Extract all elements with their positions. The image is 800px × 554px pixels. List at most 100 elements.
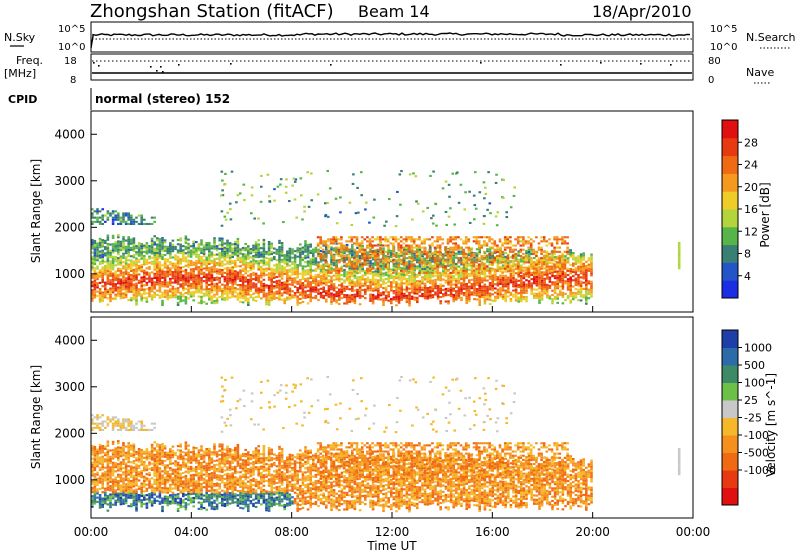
echo-cell [582, 296, 585, 299]
echo-cell [418, 261, 421, 264]
echo-cell [535, 292, 539, 295]
echo-cell [210, 285, 214, 288]
echo-cell [218, 264, 221, 267]
echo-cell [496, 244, 499, 247]
echo-cell [452, 279, 455, 282]
echo-cell [507, 276, 510, 279]
echo-cell [226, 256, 229, 259]
echo-cell [377, 281, 380, 284]
echo-cell [312, 282, 315, 285]
echo-cell [182, 251, 185, 254]
echo-cell [509, 242, 512, 245]
echo-cell [106, 238, 110, 241]
echo-cell [545, 269, 549, 272]
echo-cell [208, 254, 211, 257]
echo-cell [379, 242, 382, 245]
echo-cell [361, 274, 364, 277]
echo-cell [288, 293, 292, 296]
echo-cell [551, 281, 554, 284]
echo-cell [106, 218, 110, 221]
echo-cell [163, 281, 167, 284]
echo-cell [119, 259, 123, 262]
echo-cell [345, 277, 349, 280]
echo-cell [384, 271, 388, 274]
echo-cell [163, 260, 167, 263]
echo-cell [402, 257, 406, 260]
echo-cell [351, 256, 354, 259]
echo-cell [156, 283, 159, 286]
echo-cell [241, 282, 245, 285]
echo-cell [429, 267, 432, 270]
echo-cell [475, 248, 479, 251]
echo-cell [390, 256, 393, 259]
echo-cell [468, 273, 471, 276]
echo-cell [535, 276, 539, 279]
echo-cell [416, 265, 419, 268]
echo-cell [215, 293, 219, 296]
echo-cell [114, 241, 117, 244]
echo-cell [452, 287, 455, 290]
echo-cell [153, 272, 156, 275]
echo-cell [189, 259, 193, 262]
echo-cell [350, 240, 354, 243]
echo-cell [384, 267, 388, 270]
echo-cell [462, 264, 466, 267]
echo-cell [439, 273, 442, 276]
echo-cell [192, 278, 195, 281]
echo-cell [351, 281, 354, 284]
echo-cell [156, 279, 159, 282]
echo-cell [436, 295, 440, 298]
echo-cell [462, 277, 466, 280]
echo-cell [486, 294, 489, 297]
echo-cell [208, 290, 211, 293]
echo-cell [480, 244, 484, 247]
echo-cell [270, 292, 273, 295]
echo-cell [301, 271, 305, 274]
echo-cell [535, 273, 539, 276]
echo-cell [231, 283, 234, 286]
echo-cell [252, 278, 255, 281]
echo-cell [353, 285, 357, 288]
echo-cell [278, 241, 281, 244]
echo-cell [205, 260, 208, 263]
echo-cell [218, 268, 221, 271]
echo-cell [481, 273, 484, 276]
echo-cell [145, 242, 149, 245]
echo-cell [551, 289, 554, 292]
echo-cell [574, 260, 578, 263]
echo-cell [275, 282, 279, 285]
echo-cell [403, 265, 406, 268]
echo-cell [486, 256, 489, 259]
echo-cell [590, 280, 593, 283]
echo-cell [195, 280, 198, 283]
echo-cell [293, 180, 297, 183]
echo-cell [197, 262, 201, 265]
echo-cell [309, 283, 312, 286]
echo-cell [550, 250, 554, 253]
echo-cell [501, 264, 505, 267]
echo-cell [111, 255, 115, 258]
echo-cell [470, 259, 474, 262]
echo-cell [96, 284, 99, 287]
echo-cell [106, 263, 110, 266]
echo-cell [522, 269, 525, 272]
echo-cell [338, 303, 341, 306]
power-echo-cells [91, 169, 681, 307]
echo-cell [416, 267, 419, 270]
echo-cell [267, 257, 271, 260]
echo-cell [400, 275, 403, 278]
echo-cell [265, 284, 268, 287]
echo-cell [239, 261, 242, 264]
echo-cell [135, 303, 138, 306]
echo-cell [93, 267, 97, 270]
echo-cell [514, 238, 517, 241]
echo-cell [501, 271, 504, 274]
echo-cell [314, 297, 318, 300]
echo-cell [117, 282, 120, 285]
echo-cell [330, 284, 333, 287]
echo-cell [91, 295, 94, 298]
echo-cell [400, 290, 403, 293]
echo-cell [525, 296, 528, 299]
echo-cell [278, 248, 281, 251]
echo-cell [91, 280, 94, 283]
